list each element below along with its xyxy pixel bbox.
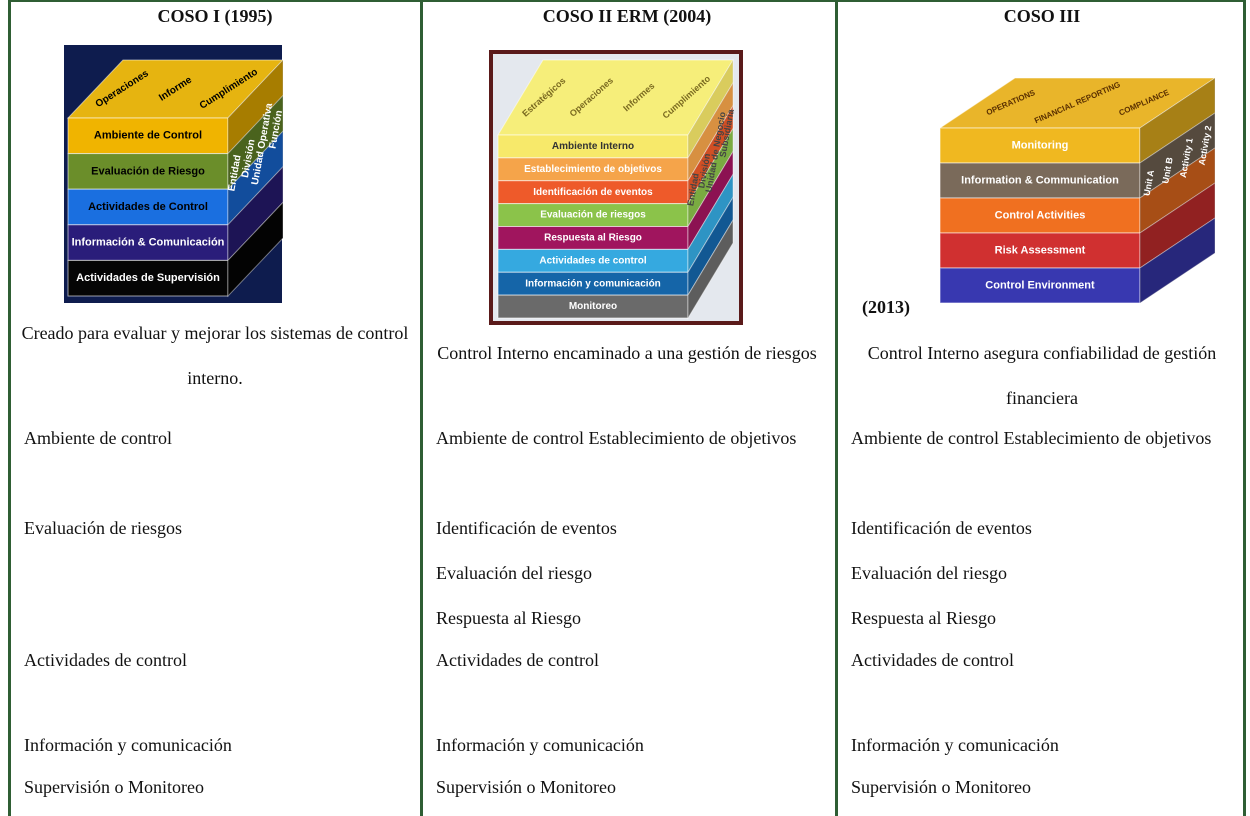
table-border <box>8 0 11 816</box>
table-border <box>1243 0 1246 816</box>
component-item: Actividades de control <box>851 650 1014 670</box>
component-item: Ambiente de control Establecimiento de o… <box>436 428 797 448</box>
cube-layer-label: Control Activities <box>995 209 1086 221</box>
cube-side-shade <box>688 197 733 296</box>
component-item: Supervisión o Monitoreo <box>851 777 1031 797</box>
cube-layer-label: Ambiente Interno <box>552 141 634 152</box>
cube-side-shade <box>228 60 283 154</box>
cube-side-layer <box>227 201 284 298</box>
cube-layer-label: Monitoreo <box>569 301 617 312</box>
component-item: Identificación de eventos <box>436 518 617 538</box>
component-item: Actividades de control <box>436 650 599 670</box>
cube-layer <box>939 127 1141 164</box>
component-item: Evaluación del riesgo <box>851 563 1007 583</box>
component-item: Información y comunicación <box>851 735 1059 755</box>
cube-side-label: Unit A <box>1142 169 1156 197</box>
cube-side-shade <box>1140 148 1215 233</box>
cube-side-shade <box>1140 218 1215 303</box>
cube-side-shade <box>228 95 283 190</box>
cube-layer <box>939 267 1141 304</box>
component-item: Ambiente de control Establecimiento de o… <box>851 428 1212 448</box>
cube-layer-label: Actividades de Control <box>88 201 208 213</box>
cube-side-shade <box>1140 183 1215 268</box>
component-item: Identificación de eventos <box>851 518 1032 538</box>
cube-side-label: Unit B <box>1160 156 1175 184</box>
year-label: (2013) <box>862 297 910 317</box>
cube-side-shade <box>228 131 283 225</box>
component-item: Supervisión o Monitoreo <box>436 777 616 797</box>
cube-side-shade <box>688 105 733 204</box>
cube-side-shade <box>688 151 733 250</box>
cube-layer-label: Monitoring <box>1012 139 1069 151</box>
cube-side-shade <box>1140 113 1215 198</box>
component-item: Actividades de control <box>24 650 187 670</box>
column-title: COSO I (1995) <box>157 6 273 26</box>
cube-layer-label: Actividades de control <box>539 255 646 266</box>
component-item: Respuesta al Riesgo <box>436 608 581 628</box>
component-item: Información y comunicación <box>436 735 644 755</box>
column-divider <box>835 0 838 816</box>
cube-side-layer <box>1139 217 1216 304</box>
cube-layer-label: Risk Assessment <box>995 244 1086 256</box>
cube-side-shade <box>688 220 733 318</box>
cube-side-shade <box>228 166 283 261</box>
column-title: COSO II ERM (2004) <box>542 6 712 26</box>
cube-side-shade <box>688 60 733 158</box>
cube-side-shade <box>688 128 733 227</box>
cube-layer-label: Ambiente de Control <box>94 130 202 142</box>
component-item: Evaluación del riesgo <box>436 563 592 583</box>
cube-side-layer <box>687 218 734 320</box>
cube-layer-label: Información y comunicación <box>525 278 661 289</box>
column-description: Control Interno asegura confiabilidad de… <box>867 343 1217 408</box>
cube-side-shade <box>228 202 283 296</box>
component-item: Respuesta al Riesgo <box>851 608 996 628</box>
cube-side-shade <box>688 82 733 181</box>
component-item: Evaluación de riesgos <box>24 518 182 538</box>
cube-layer <box>939 197 1141 234</box>
component-item: Supervisión o Monitoreo <box>24 777 204 797</box>
cube-layer-label: Evaluación de Riesgo <box>91 165 205 177</box>
column-title: COSO III <box>1003 6 1081 26</box>
cube-side-shade <box>1140 78 1215 163</box>
cube-layer-label: Control Environment <box>985 279 1095 291</box>
cube-layer-label: Identificación de eventos <box>533 187 653 198</box>
column-description: Creado para evaluar y mejorar los sistem… <box>21 323 409 388</box>
cube-layer <box>939 162 1141 199</box>
cube-layer <box>67 153 229 190</box>
cube-layer-label: Información & Comunicación <box>72 237 225 249</box>
cube-layer-label: Establecimiento de objetivos <box>524 164 662 175</box>
component-item: Ambiente de control <box>24 428 172 448</box>
cube-layer-label: Evaluación de riesgos <box>540 210 646 221</box>
column-description: Control Interno encaminado a una gestión… <box>437 343 817 363</box>
cube-layer <box>67 117 229 155</box>
cube-layer-label: Respuesta al Riesgo <box>544 233 642 244</box>
cube-layer-label: Information & Communication <box>961 174 1119 186</box>
cube-side-shade <box>688 174 733 273</box>
table-border <box>8 0 1246 2</box>
cube-layer-label: Actividades de Supervisión <box>76 272 220 284</box>
component-item: Información y comunicación <box>24 735 232 755</box>
column-divider <box>420 0 423 816</box>
